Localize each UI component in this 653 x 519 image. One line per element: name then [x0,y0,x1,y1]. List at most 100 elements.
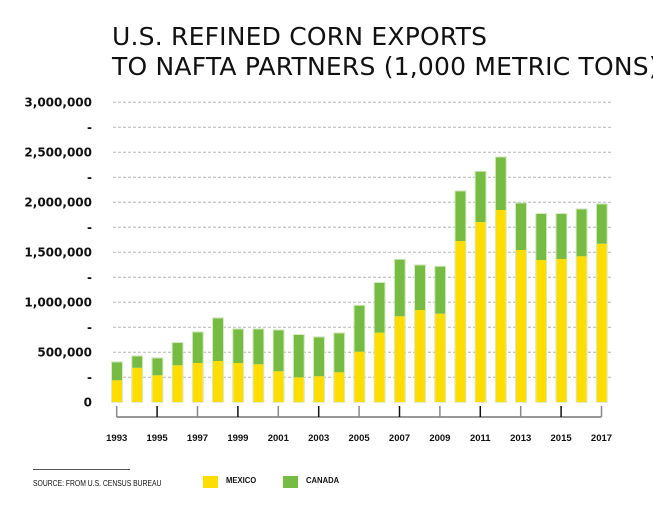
chart-title-line-2: TO NAFTA PARTNERS (1,000 METRIC TONS) [112,52,653,81]
bar-outline [434,265,447,403]
y-tick-label: - [87,370,92,384]
bar-group-1998 [212,317,224,403]
bar-mexico-1997 [192,363,203,403]
bar-group-2013 [515,202,527,403]
bar-canada-2009 [435,266,446,314]
bar-group-2005 [353,304,366,403]
bar-mexico-2011 [475,222,486,403]
x-tick-label: 1999 [227,433,248,444]
bar-group-2006 [373,282,386,403]
bar-group-1999 [232,328,245,403]
y-tick-label: 500,000 [37,345,92,359]
x-tick-label: 2003 [308,433,329,444]
bar-group-1993 [111,361,123,403]
bar-outline [474,170,487,403]
bar-group-2002 [292,334,305,403]
bar-outline [333,332,346,403]
bar-canada-1996 [172,343,183,366]
y-tick-label: 1,000,000 [24,295,92,309]
legend-item-mexico: MEXICO [203,475,260,488]
bar-group-2004 [333,332,346,403]
y-tick-label: - [87,170,92,184]
bar-outline [232,328,245,403]
bar-outline [595,203,608,403]
bar-outline [575,208,588,403]
bar-outline [272,329,285,403]
bar-canada-2003 [314,337,324,377]
bar-group-1996 [171,342,184,403]
bar-canada-2008 [415,265,425,310]
bar-canada-2017 [596,204,607,244]
bar-group-2000 [252,328,265,403]
bar-mexico-2003 [314,376,324,403]
x-tick-label: 1997 [187,433,208,444]
x-tick-label: 2017 [591,433,612,444]
bar-canada-2002 [293,335,304,378]
bar-outline [313,336,325,403]
bar-mexico-2017 [596,243,607,403]
x-tick-label: 2007 [389,433,410,444]
bar-group-2003 [313,336,325,403]
bar-mexico-1998 [213,361,223,403]
y-tick-label: 3,000,000 [24,95,92,109]
bar-outline [151,357,164,403]
bar-group-1995 [151,357,164,403]
bar-group-2009 [434,265,447,403]
x-tick-label: 2001 [268,433,290,444]
bar-mexico-2016 [576,256,587,403]
x-tick-label: 2005 [349,433,371,444]
bar-group-2001 [272,329,285,403]
bar-mexico-1999 [233,363,244,403]
gridlines [113,101,612,378]
y-axis-tick-labels: 3,000,000 - 2,500,000 - 2,000,000 - 1,500,000 -… [24,95,92,409]
bar-canada-2004 [334,333,345,373]
bar-mexico-2002 [293,377,304,403]
bar-group-2010 [454,190,467,403]
bar-canada-2000 [253,329,264,365]
y-tick-label: - [87,220,92,234]
chart-title-line-1: U.S. REFINED CORN EXPORTS [112,22,488,51]
bar-canada-2001 [273,330,284,372]
bar-canada-2013 [516,203,526,250]
bar-mexico-2009 [435,313,446,403]
bar-outline [292,334,305,403]
y-tick-label: 1,500,000 [24,245,92,259]
x-tick-label: 1993 [106,433,127,444]
bar-canada-2012 [495,157,506,210]
bar-group-2008 [414,264,426,403]
bar-canada-2011 [475,171,486,222]
chart-title: U.S. REFINED CORN EXPORTS TO NAFTA PARTN… [112,22,653,82]
bar-group-2014 [535,213,548,403]
legend-item-canada: CANADA [283,475,343,488]
bars [111,156,608,403]
x-axis: 1993 1995 1997 1999 2001 2003 2005 2007 2009 2011… [106,406,612,444]
bar-group-2012 [494,156,507,403]
x-tick-label: 2015 [551,433,573,444]
bar-outline [252,328,265,403]
bar-outline [171,342,184,403]
bar-outline [111,361,123,403]
x-tick-label: 2013 [510,433,531,444]
bar-mexico-2010 [455,241,466,403]
bar-outline [414,264,426,403]
bar-group-2016 [575,208,588,403]
bar-outline [131,355,144,403]
bar-mexico-2001 [273,371,284,403]
bar-outline [212,317,224,403]
bar-mexico-2006 [374,332,385,403]
y-tick-label: - [87,120,92,134]
y-tick-label: - [87,320,92,334]
bar-outline [353,304,366,403]
bar-mexico-2007 [394,316,405,403]
y-tick-label: 0 [84,395,92,409]
bar-outline [494,156,507,403]
bar-canada-1999 [233,329,244,363]
bar-mexico-2015 [556,259,567,403]
bar-canada-2007 [394,259,405,317]
bar-mexico-1994 [132,367,143,403]
bar-mexico-2008 [415,310,425,403]
bar-mexico-1995 [152,375,163,403]
bar-canada-2005 [354,305,365,352]
bar-canada-2016 [576,209,587,257]
